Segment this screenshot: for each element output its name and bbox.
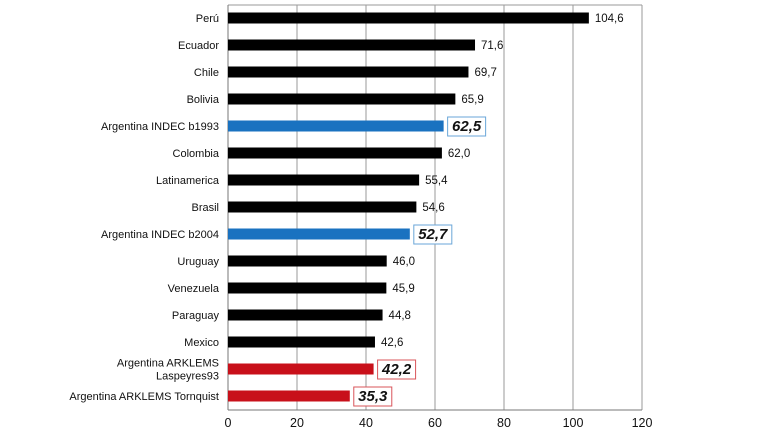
bar-indec (228, 120, 444, 132)
highlight-value-label: 35,3 (358, 388, 388, 405)
bar-arklems (228, 363, 374, 375)
category-label: Chile (194, 67, 219, 79)
x-tick-label: 40 (359, 416, 373, 430)
bar-normal (228, 39, 476, 51)
x-tick-label: 20 (290, 416, 304, 430)
category-label: Paraguay (172, 310, 220, 322)
category-label: Ecuador (178, 40, 219, 52)
value-label-box (413, 224, 453, 245)
highlight-value-label: 52,7 (418, 226, 448, 243)
value-label: 104,6 (595, 13, 624, 25)
category-label: Argentina INDEC b1993 (101, 121, 219, 133)
bar-normal (228, 93, 456, 105)
bar-normal (228, 309, 383, 321)
bar-normal (228, 201, 417, 213)
category-label: Argentina ARKLEMS Tornquist (69, 391, 219, 403)
bar-arklems (228, 390, 350, 402)
x-tick-label: 80 (497, 416, 511, 430)
value-label-box (447, 116, 487, 137)
bar-normal (228, 66, 469, 78)
highlight-value-label: 62,5 (452, 118, 482, 135)
category-label: Uruguay (177, 256, 219, 268)
category-label: Brasil (191, 202, 219, 214)
bar-normal (228, 174, 420, 186)
bar-normal (228, 282, 387, 294)
x-tick-label: 0 (225, 416, 232, 430)
category-label: Argentina ARKLEMS (117, 358, 219, 370)
value-label: 46,0 (393, 256, 415, 268)
category-label: Colombia (173, 148, 220, 160)
category-label: Mexico (184, 337, 219, 349)
value-label: 62,0 (448, 148, 470, 160)
value-label: 42,6 (381, 337, 403, 349)
value-label-box (377, 359, 417, 380)
value-label: 54,6 (422, 202, 444, 214)
bar-normal (228, 12, 589, 24)
value-label: 69,7 (474, 67, 496, 79)
category-label: Venezuela (168, 283, 220, 295)
category-label: Bolivia (187, 94, 220, 106)
value-label: 45,9 (392, 283, 414, 295)
value-label: 71,6 (481, 40, 503, 52)
category-label: Argentina INDEC b2004 (101, 229, 219, 241)
x-tick-label: 100 (563, 416, 584, 430)
value-label: 55,4 (425, 175, 448, 187)
bar-normal (228, 147, 442, 159)
highlight-value-label: 42,2 (381, 361, 412, 378)
value-label: 44,8 (389, 310, 411, 322)
value-label-box (353, 386, 393, 407)
category-label: Perú (196, 13, 219, 25)
category-label: Laspeyres93 (156, 371, 219, 383)
bar-normal (228, 336, 375, 348)
x-tick-label: 60 (428, 416, 442, 430)
bar-indec (228, 228, 410, 240)
category-label: Latinamerica (156, 175, 220, 187)
bar-normal (228, 255, 387, 267)
value-label: 65,9 (461, 94, 483, 106)
x-tick-label: 120 (632, 416, 653, 430)
